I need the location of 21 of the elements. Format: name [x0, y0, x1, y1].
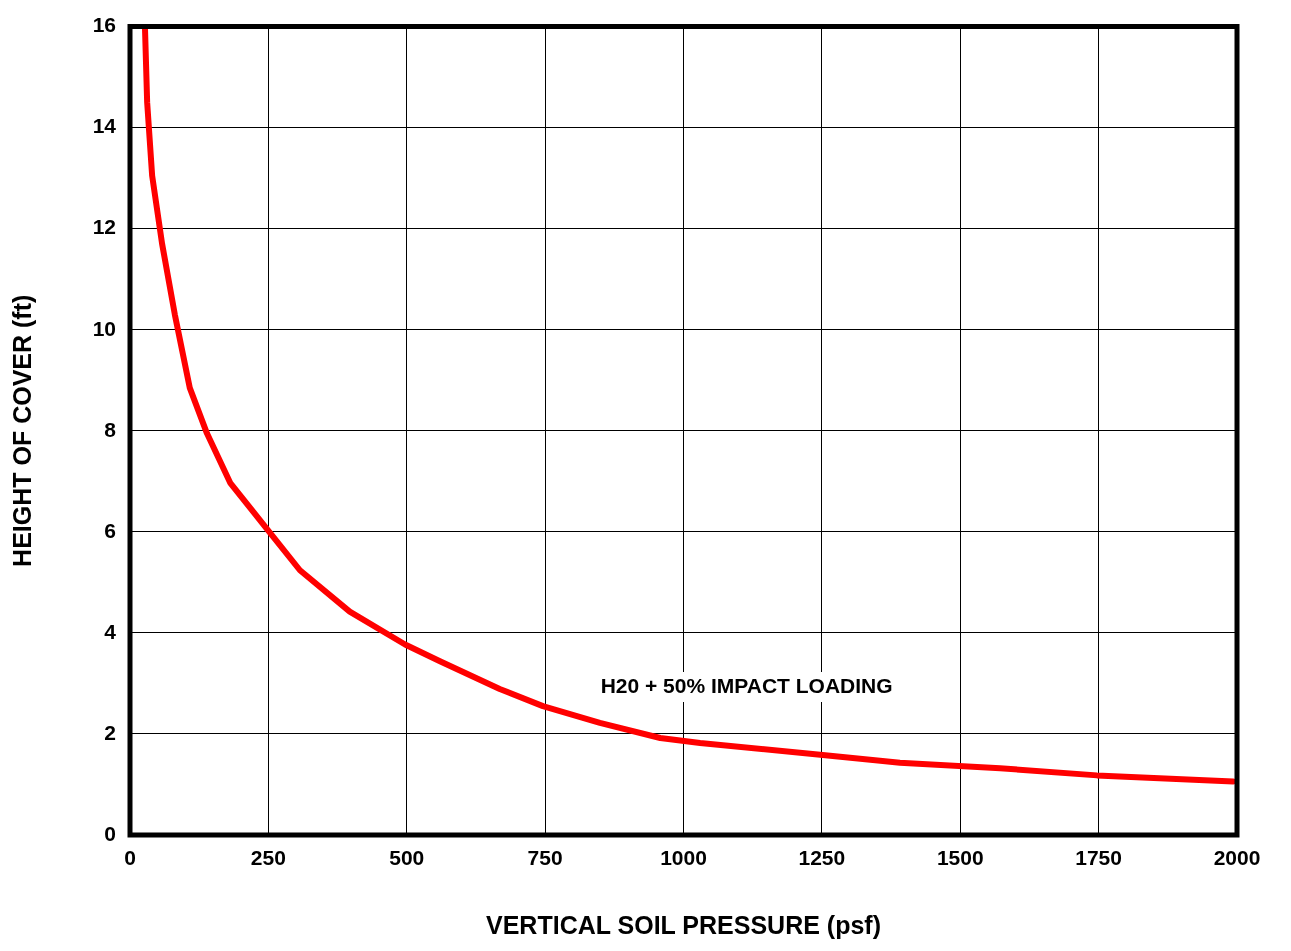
x-tick-label: 250 [250, 846, 286, 870]
x-tick-label: 2000 [1213, 846, 1261, 870]
y-tick-label: 14 [92, 114, 117, 138]
y-tick-label: 6 [104, 518, 116, 542]
y-tick-label: 10 [92, 316, 116, 340]
x-tick-label: 1500 [936, 846, 984, 870]
y-tick-label: 16 [92, 13, 116, 37]
annotation: H20 + 50% IMPACT LOADING [600, 673, 893, 697]
x-tick-label: 0 [124, 846, 136, 870]
y-tick-label: 4 [104, 619, 117, 643]
y-tick-label: 8 [104, 417, 117, 441]
x-axis-title: VERTICAL SOIL PRESSURE (psf) [486, 910, 881, 939]
x-tick-label: 750 [527, 846, 563, 870]
x-tick-label: 500 [389, 846, 425, 870]
y-axis-title: HEIGHT OF COVER (ft) [7, 294, 36, 567]
y-tick-label: 0 [104, 821, 116, 845]
x-tick-label: 1250 [798, 846, 846, 870]
y-tick-label: 2 [104, 720, 116, 744]
y-tick-label: 12 [92, 215, 116, 239]
x-tick-label: 1750 [1075, 846, 1122, 870]
x-tick-label: 1000 [660, 846, 707, 870]
